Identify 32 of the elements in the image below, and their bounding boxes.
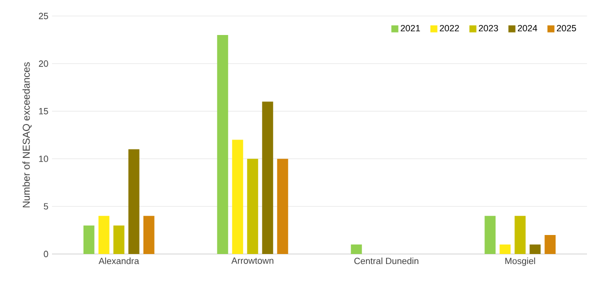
- x-tick-label: Mosgiel: [505, 258, 536, 266]
- y-tick-label: 25: [38, 12, 48, 20]
- bar: [98, 216, 110, 254]
- bar: [262, 102, 274, 254]
- bar: [500, 244, 511, 254]
- bar: [83, 225, 94, 254]
- bar: [217, 35, 228, 254]
- legend-label: 2023: [478, 24, 498, 32]
- bar: [247, 158, 258, 254]
- y-tick-label: 0: [44, 250, 48, 258]
- legend-label: 2022: [440, 24, 459, 32]
- x-tick-label: Central Dunedin: [354, 258, 418, 264]
- y-tick-label: 10: [39, 156, 48, 162]
- x-tick-label: Arrowtown: [231, 258, 274, 264]
- bar: [143, 216, 154, 254]
- y-tick-label: 15: [39, 108, 48, 114]
- bar: [277, 158, 288, 254]
- y-tick-label: 5: [44, 203, 48, 210]
- bar: [113, 225, 124, 254]
- bar: [350, 244, 362, 254]
- legend-label: 2021: [400, 24, 420, 32]
- legend-label: 2025: [556, 24, 576, 32]
- y-tick-label: 20: [38, 60, 48, 67]
- bar: [514, 216, 526, 254]
- bar: [484, 216, 496, 254]
- y-axis-title: Number of NESAQ exceedances: [22, 62, 32, 208]
- bar: [232, 140, 244, 254]
- legend-label: 2024: [518, 24, 538, 32]
- bar: [128, 149, 140, 254]
- x-tick-label: Alexandra: [98, 258, 140, 264]
- bar: [544, 234, 556, 254]
- bar: [530, 244, 541, 254]
